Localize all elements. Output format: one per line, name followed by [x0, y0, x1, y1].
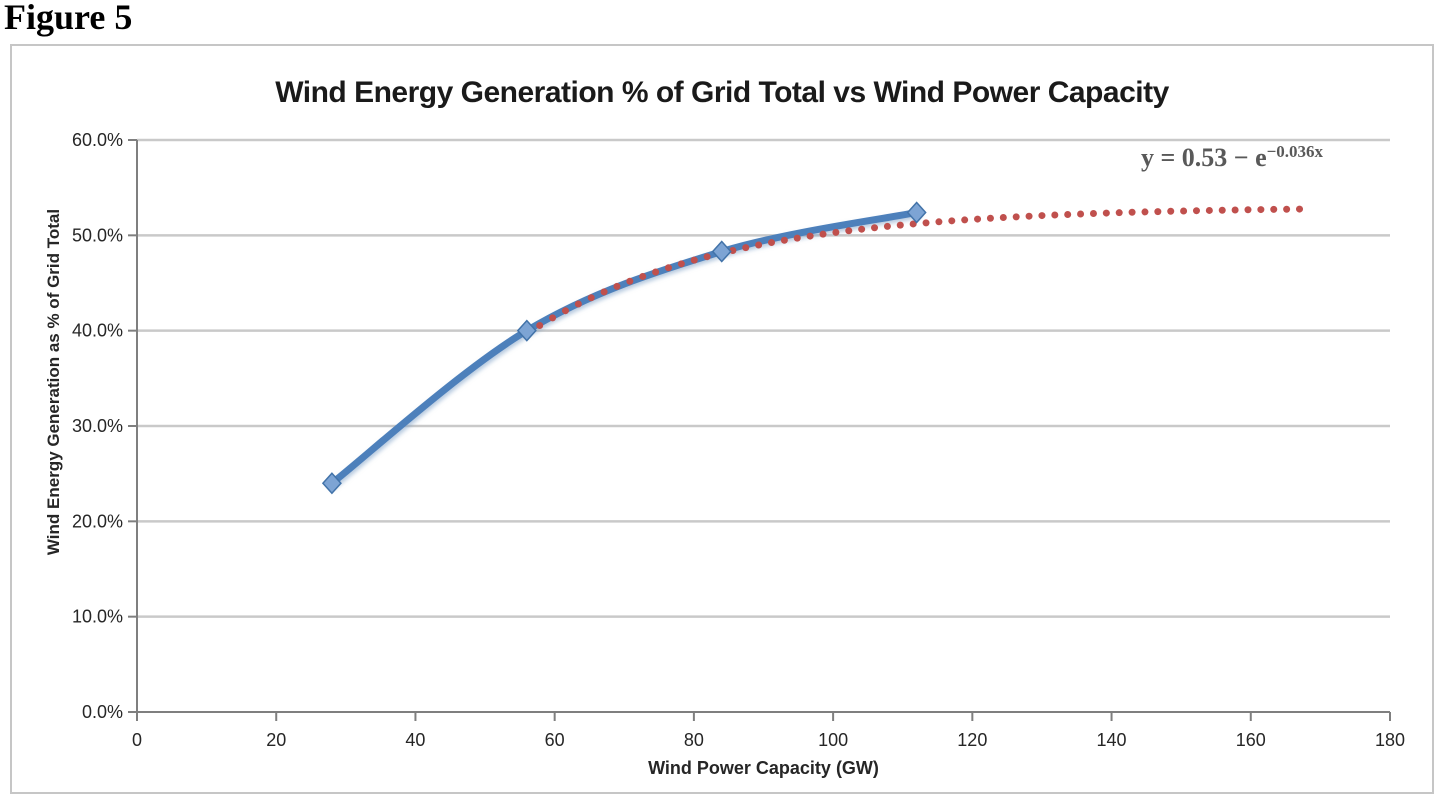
- chart-container: Wind Energy Generation % of Grid Total v…: [10, 44, 1434, 794]
- trendline-dot: [690, 256, 698, 264]
- x-tick-label: 20: [266, 730, 286, 750]
- trendline-dot: [652, 268, 660, 276]
- trendline-dot: [1244, 206, 1252, 214]
- x-tick-label: 160: [1236, 730, 1266, 750]
- trendline-dot: [768, 239, 776, 247]
- trendline-dot: [1231, 206, 1239, 214]
- trendline-dot: [1205, 206, 1213, 214]
- figure-label: Figure 5: [4, 0, 133, 37]
- trendline-dot: [935, 218, 943, 226]
- trendline-dot: [574, 300, 582, 308]
- trendline-dot: [742, 244, 750, 252]
- x-tick-label: 140: [1097, 730, 1127, 750]
- trendline-dot: [626, 277, 634, 285]
- trendline-dot: [819, 230, 827, 238]
- trendline-dot: [1141, 208, 1149, 216]
- trendline-dot: [961, 216, 969, 224]
- trendline-dot: [536, 322, 544, 330]
- chart-title: Wind Energy Generation % of Grid Total v…: [275, 76, 1169, 109]
- x-tick-label: 80: [684, 730, 704, 750]
- x-tick-label: 0: [132, 730, 142, 750]
- x-axis-title: Wind Power Capacity (GW): [648, 758, 879, 778]
- trendline-dot: [909, 220, 917, 228]
- trendline-dot: [845, 227, 853, 235]
- trendline-dot: [1167, 207, 1175, 215]
- trendline-dot: [793, 234, 801, 242]
- trendline-dot: [1270, 205, 1278, 213]
- chart-plot-area: 0.0% 10.0% 20.0% 30.0% 40.0% 50.0% 60.0% 0 20 40 6…: [72, 130, 1405, 750]
- x-tick-label: 100: [818, 730, 848, 750]
- x-tick-label: 40: [405, 730, 425, 750]
- y-tick-label: 60.0%: [72, 130, 123, 150]
- trendline-dot: [806, 232, 814, 240]
- trendline-dot: [896, 221, 904, 229]
- y-tick-label: 30.0%: [72, 416, 123, 436]
- trendline-dot: [587, 294, 595, 302]
- trendline-dot: [922, 219, 930, 227]
- y-tick-label: 20.0%: [72, 511, 123, 531]
- x-tick-label: 180: [1375, 730, 1405, 750]
- data-point-marker: [516, 319, 537, 342]
- y-tick-label: 40.0%: [72, 321, 123, 341]
- equation-exponent: −0.036x: [1266, 142, 1324, 161]
- y-tick-label: 50.0%: [72, 225, 123, 245]
- trendline-dot: [1064, 210, 1072, 218]
- x-tick-label: 120: [957, 730, 987, 750]
- trendline-dot: [986, 214, 994, 222]
- trendline-dot: [1051, 211, 1059, 219]
- trendline-dot: [549, 314, 557, 322]
- trendline-dot: [1257, 206, 1265, 214]
- data-point-marker: [711, 240, 732, 263]
- trendline-dot: [1180, 207, 1188, 215]
- trendline-dot: [755, 241, 763, 249]
- y-tick-label: 0.0%: [82, 702, 123, 722]
- trendline-dot: [1025, 212, 1033, 220]
- y-tick-label: 10.0%: [72, 607, 123, 627]
- trendline-equation: y = 0.53 − e−0.036x: [1097, 142, 1367, 173]
- trendline-dot: [883, 222, 891, 230]
- trendline-dot: [1038, 212, 1046, 220]
- trendline-dot: [871, 224, 879, 232]
- x-tick-label: 60: [545, 730, 565, 750]
- y-axis-title: Wind Energy Generation as % of Grid Tota…: [44, 208, 63, 556]
- trendline-dot: [1089, 210, 1097, 218]
- trendline-dot: [1296, 205, 1304, 213]
- trendline-dot: [677, 260, 685, 268]
- trendline-dot: [1192, 207, 1200, 215]
- data-point-marker: [906, 201, 927, 224]
- equation-base: y = 0.53 − e: [1140, 143, 1267, 172]
- trendline-dot: [974, 215, 982, 223]
- trendline-dot: [639, 272, 647, 280]
- trendline-dot: [1102, 209, 1110, 217]
- trendline-dot: [858, 225, 866, 233]
- trendline-dot: [613, 282, 621, 290]
- trendline-dot: [1218, 206, 1226, 214]
- trendline-dot: [832, 228, 840, 236]
- trendline-dot: [664, 264, 672, 272]
- trendline-dot: [561, 307, 569, 315]
- trendline-dot: [1115, 209, 1123, 217]
- trendline-dot: [703, 253, 711, 261]
- trendline-dot: [1077, 210, 1085, 218]
- trendline-dot: [780, 236, 788, 244]
- trendline-dot: [999, 214, 1007, 222]
- series-line: [328, 208, 921, 487]
- trendline-dot: [1154, 208, 1162, 216]
- trendline-dot: [1128, 208, 1136, 216]
- trendline-dot: [600, 288, 608, 296]
- trendline-dot: [948, 217, 956, 225]
- data-point-marker: [321, 472, 342, 495]
- trendline-dot: [1283, 205, 1291, 213]
- trendline-dot: [1012, 213, 1020, 221]
